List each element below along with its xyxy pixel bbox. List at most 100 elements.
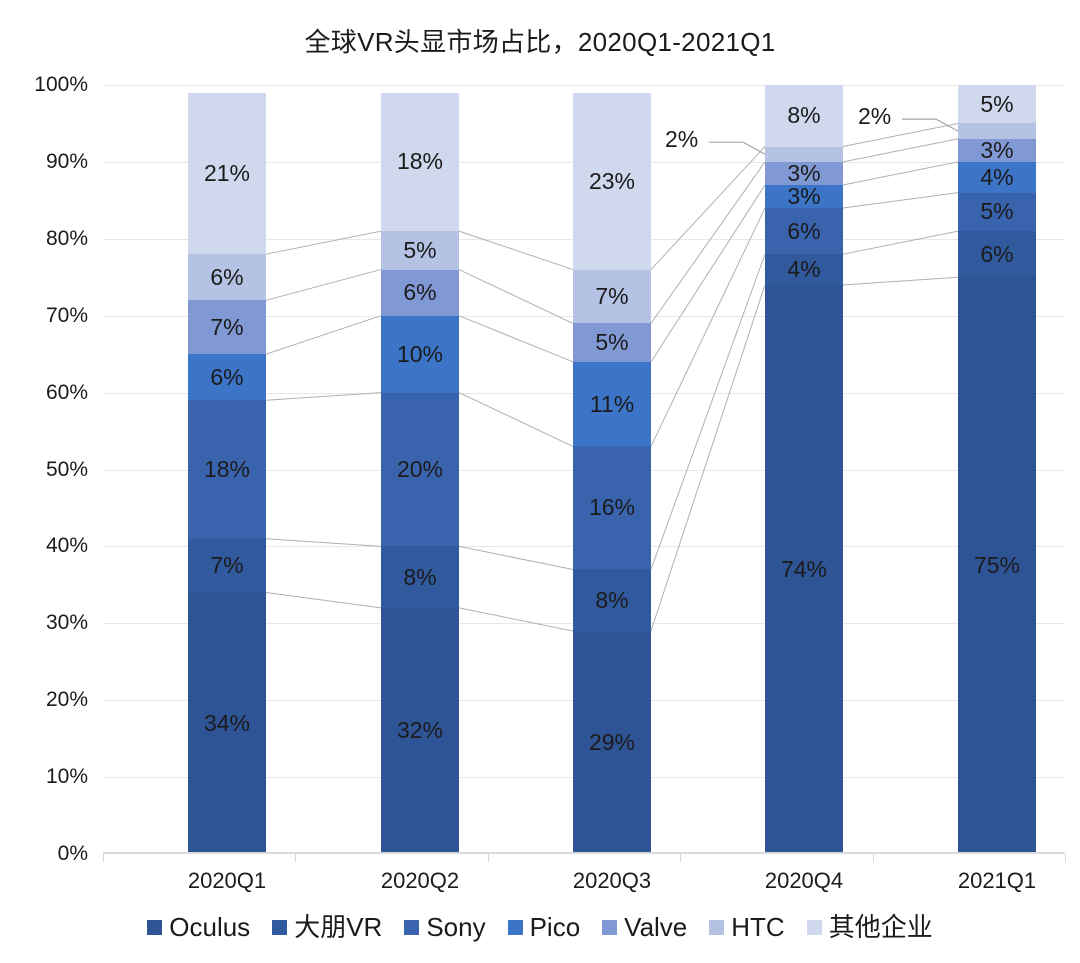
bar-segment-label: 3% (787, 159, 821, 186)
bar-segment[interactable]: 32% (381, 607, 459, 854)
x-axis-line (103, 852, 1065, 854)
y-axis: 100% 90% 80% 70% 60% 50% 40% 30% 20% 10% 0% (0, 73, 1080, 865)
bar-segment[interactable]: 7% (573, 269, 651, 324)
bar-segment-label: 6% (210, 263, 244, 290)
bar-segment-label: 32% (396, 717, 444, 744)
bar-segment[interactable]: 6% (958, 231, 1036, 278)
x-axis-tick (488, 854, 489, 862)
legend-label: Valve (624, 912, 688, 942)
legend-label: Sony (426, 912, 486, 942)
legend-label: Pico (529, 912, 581, 942)
legend-swatch-icon (147, 919, 163, 935)
bar-segment[interactable]: 3% (765, 159, 843, 186)
bar-segment-label: 8% (403, 563, 437, 590)
bar-column[interactable]: 75% 6% 5% 4% 3% 5% (958, 85, 1036, 854)
y-axis-tick-label: 0% (57, 842, 88, 865)
bar-segment-label: 5% (595, 329, 629, 356)
bar-segment[interactable]: 21% (188, 92, 266, 255)
bar-segment-label: 75% (973, 552, 1021, 579)
bar-segment-label: 18% (203, 456, 251, 483)
bar-segment[interactable]: 75% (958, 277, 1036, 854)
bar-segment[interactable]: 4% (765, 254, 843, 285)
bar-segment[interactable]: 6% (188, 254, 266, 301)
x-axis-tick (103, 854, 104, 862)
chart-legend: Oculus 大朋VR Sony Pico Valve HTC 其他企业 (0, 914, 1080, 940)
y-axis-tick-label: 40% (45, 534, 88, 558)
bar-segment[interactable]: 5% (573, 323, 651, 362)
x-axis-tick-label: 2020Q3 (572, 868, 652, 893)
y-axis-tick-label: 90% (45, 149, 88, 173)
bar-segment-label: 5% (980, 198, 1014, 225)
bar-segment-label: 21% (203, 159, 251, 186)
bar-segment[interactable]: 34% (188, 592, 266, 854)
bar-segment[interactable] (765, 146, 843, 162)
bar-segment[interactable]: 8% (765, 85, 843, 147)
bar-segment[interactable]: 8% (573, 569, 651, 631)
bar-column[interactable]: 29% 8% 16% 11% 5% 7% 23% (573, 85, 651, 854)
bar-segment-label: 6% (787, 217, 821, 244)
x-axis-tick-label: 2021Q1 (957, 868, 1037, 893)
bar-segment[interactable]: 3% (765, 183, 843, 210)
bar-segment[interactable]: 6% (765, 208, 843, 255)
legend-label: 其他企业 (828, 912, 933, 942)
x-axis-tick (680, 854, 681, 862)
x-axis-tick-label: 2020Q4 (764, 868, 844, 893)
bar-segment-label: 3% (787, 183, 821, 210)
legend-swatch-icon (602, 919, 618, 935)
bar-segment-label: 4% (787, 256, 821, 283)
bar-segment[interactable] (958, 123, 1036, 139)
bar-segment[interactable]: 4% (958, 161, 1036, 193)
gridline (103, 85, 1065, 86)
bar-segment[interactable]: 18% (381, 92, 459, 232)
bar-segment[interactable]: 5% (381, 231, 459, 270)
bar-segment[interactable]: 7% (188, 300, 266, 355)
legend-swatch-icon (272, 919, 288, 935)
bar-segment-label: 11% (589, 390, 635, 417)
bar-segment[interactable]: 3% (958, 136, 1036, 163)
legend-item[interactable]: HTC (709, 914, 785, 940)
bar-column[interactable]: 74% 4% 6% 3% 3% 8% (765, 85, 843, 854)
bar-segment-label: 74% (780, 555, 828, 582)
bar-segment[interactable]: 6% (188, 354, 266, 401)
y-axis-tick-label: 10% (45, 765, 88, 789)
bar-segment[interactable]: 10% (381, 315, 459, 393)
y-axis-tick-label: 100% (34, 73, 88, 96)
legend-label: Oculus (169, 912, 251, 942)
legend-item[interactable]: 大朋VR (272, 914, 382, 940)
bar-segment-label: 6% (210, 363, 244, 390)
bar-segment-label: 10% (396, 340, 444, 367)
bar-segment[interactable]: 18% (188, 400, 266, 539)
bar-segment-label: 8% (595, 586, 629, 613)
legend-item[interactable]: Pico (507, 912, 581, 942)
bar-column[interactable]: 34% 7% 18% 6% 7% 6% 21% (188, 85, 266, 854)
legend-item[interactable]: Sony (404, 912, 486, 942)
bar-segment[interactable]: 11% (573, 361, 651, 447)
legend-item[interactable]: Valve (602, 914, 687, 940)
legend-item[interactable]: 其他企业 (806, 912, 933, 942)
bar-segment-label: 7% (595, 282, 629, 309)
bar-segment-label: 8% (787, 102, 821, 129)
bar-segment-label: 29% (588, 729, 636, 755)
bar-segment[interactable]: 23% (573, 92, 651, 270)
bar-segment[interactable]: 29% (573, 631, 651, 854)
bar-segment-label: 6% (403, 279, 437, 306)
legend-item[interactable]: Oculus (147, 914, 250, 940)
bar-segment[interactable]: 7% (188, 538, 266, 593)
bar-segment[interactable]: 8% (381, 546, 459, 608)
bar-segment-label: 23% (588, 167, 636, 194)
bar-segment[interactable]: 16% (573, 446, 651, 570)
bar-segment[interactable]: 5% (958, 85, 1036, 124)
bar-segment[interactable]: 5% (958, 192, 1036, 232)
bar-segment-label: 3% (980, 136, 1014, 163)
callout-label: 2% (665, 126, 699, 153)
bar-column[interactable]: 32% 8% 20% 10% 6% 5% 18% (381, 85, 459, 854)
plot-area: 34% 7% 18% 6% 7% 6% 21% 32% 8% 20% 10% 6% 5% 18% 29% 8%… (103, 85, 1066, 862)
y-axis-tick-label: 20% (45, 688, 88, 712)
x-axis-tick-label: 2020Q1 (187, 868, 267, 893)
bar-segment[interactable]: 6% (381, 269, 459, 316)
chart-title: 全球VR头显市场占比，2020Q1-2021Q1 (304, 27, 776, 57)
bar-segment[interactable]: 74% (765, 284, 843, 854)
bar-segment[interactable]: 20% (381, 392, 459, 547)
bar-segment-label: 34% (203, 709, 251, 736)
y-axis-tick-label: 30% (45, 611, 88, 635)
